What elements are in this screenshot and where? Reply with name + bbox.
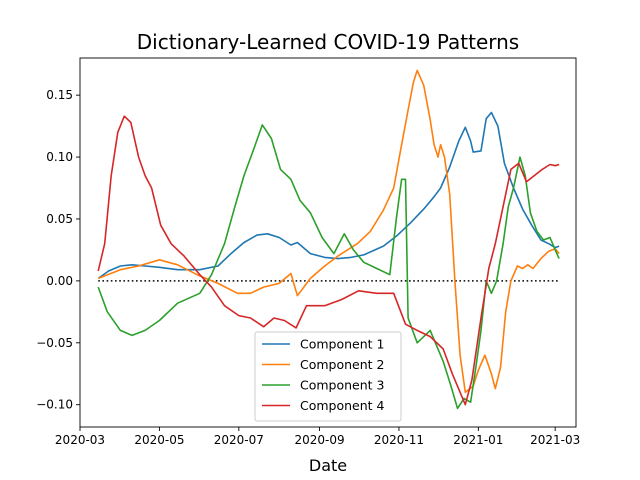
y-tick-label: −0.05 (36, 336, 73, 350)
x-tick-label: 2020-09 (294, 433, 344, 447)
y-tick-label: 0.00 (46, 274, 73, 288)
x-tick-label: 2021-01 (453, 433, 503, 447)
chart-title: Dictionary-Learned COVID-19 Patterns (137, 30, 519, 54)
x-tick-label: 2020-07 (214, 433, 264, 447)
legend-label-component-3: Component 3 (300, 378, 385, 393)
plot-frame (79, 57, 577, 428)
y-tick-label: 0.10 (46, 150, 73, 164)
y-tick-label: −0.10 (36, 398, 73, 412)
y-tick-label: 0.15 (46, 88, 73, 102)
legend-box (254, 331, 402, 422)
legend-label-component-2: Component 2 (300, 357, 385, 372)
legend: Component 1 Component 2 Component 3 Compone… (254, 331, 402, 422)
x-tick-label: 2021-03 (530, 433, 580, 447)
x-axis-label: Date (309, 456, 347, 475)
series-line-component-3 (97, 124, 560, 410)
series-line-component-2 (97, 69, 560, 394)
y-tick-label: 0.05 (46, 212, 73, 226)
x-tick-label: 2020-03 (55, 433, 105, 447)
x-tick-label: 2020-05 (134, 433, 184, 447)
series-line-component-1 (97, 111, 560, 280)
x-tick-label: 2020-11 (374, 433, 424, 447)
series-line-component-4 (97, 115, 560, 406)
legend-label-component-4: Component 4 (300, 398, 385, 413)
plot-area: −0.10 −0.05 0.00 0.05 0.10 0.15 2020-03 2020-05… (36, 57, 580, 447)
legend-label-component-1: Component 1 (300, 337, 385, 352)
